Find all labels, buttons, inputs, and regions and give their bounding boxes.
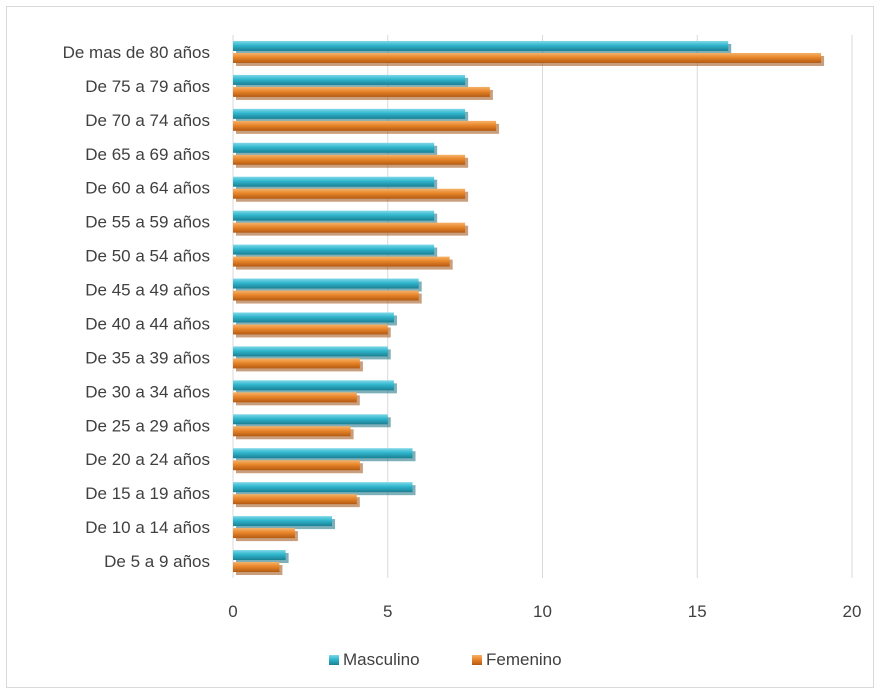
- category-label: De 45 a 49 años: [85, 281, 210, 300]
- bar-masculino: [233, 312, 394, 323]
- bar-masculino: [233, 244, 435, 255]
- bar-masculino: [233, 142, 435, 153]
- bar-masculino: [233, 448, 413, 459]
- category-label: De 70 a 74 años: [85, 111, 210, 130]
- bar-femenino: [233, 426, 351, 437]
- bar-femenino: [233, 358, 360, 369]
- legend-label: Femenino: [486, 650, 562, 669]
- x-axis-tick-labels: 0 5 10 15 20: [228, 602, 861, 621]
- bar-chart: De mas de 80 años De 75 a 79 años De 70 a …: [63, 35, 861, 669]
- bar-masculino: [233, 414, 388, 425]
- bar-femenino: [233, 392, 357, 403]
- bar-femenino: [233, 86, 490, 97]
- bar-femenino: [233, 324, 388, 335]
- bar-masculino: [233, 108, 466, 119]
- bar-femenino: [233, 562, 280, 573]
- bar-masculino: [233, 516, 333, 527]
- bar-femenino: [233, 290, 419, 301]
- legend: Masculino Femenino: [329, 650, 562, 669]
- bar-masculino: [233, 210, 435, 221]
- legend-swatch: [329, 655, 339, 665]
- bar-masculino: [233, 380, 394, 391]
- x-tick-label: 15: [688, 602, 707, 621]
- bar-masculino: [233, 346, 388, 357]
- category-label: De 75 a 79 años: [85, 77, 210, 96]
- bar-masculino: [233, 40, 729, 51]
- bar-femenino: [233, 460, 360, 471]
- x-tick-label: 0: [228, 602, 237, 621]
- x-tick-label: 10: [533, 602, 552, 621]
- category-label: De 10 a 14 años: [85, 518, 210, 537]
- bar-masculino: [233, 176, 435, 187]
- bar-femenino: [233, 494, 357, 505]
- bar-femenino: [233, 256, 450, 267]
- chart-frame: De mas de 80 años De 75 a 79 años De 70 a …: [6, 6, 874, 688]
- bar-masculino: [233, 482, 413, 493]
- category-label: De 20 a 24 años: [85, 450, 210, 469]
- bar-femenino: [233, 222, 466, 233]
- x-tick-label: 20: [843, 602, 862, 621]
- bar-femenino: [233, 52, 822, 63]
- bar-masculino: [233, 550, 286, 561]
- legend-label: Masculino: [343, 650, 420, 669]
- bar-femenino: [233, 528, 295, 539]
- bar-femenino: [233, 154, 466, 165]
- category-label: De 30 a 34 años: [85, 382, 210, 401]
- bar-femenino: [233, 188, 466, 199]
- category-label: De 50 a 54 años: [85, 247, 210, 266]
- category-label: De 60 a 64 años: [85, 179, 210, 198]
- category-label: De 5 a 9 años: [104, 552, 210, 571]
- legend-swatch: [472, 655, 482, 665]
- x-tick-label: 5: [383, 602, 392, 621]
- category-label: De 40 a 44 años: [85, 314, 210, 333]
- category-label: De mas de 80 años: [63, 43, 210, 62]
- category-label: De 55 a 59 años: [85, 213, 210, 232]
- category-label: De 35 a 39 años: [85, 348, 210, 367]
- bar-femenino: [233, 120, 497, 131]
- category-label: De 65 a 69 años: [85, 145, 210, 164]
- category-label: De 15 a 19 años: [85, 484, 210, 503]
- category-label: De 25 a 29 años: [85, 416, 210, 435]
- category-labels: De mas de 80 años De 75 a 79 años De 70 a …: [63, 43, 210, 571]
- bar-masculino: [233, 278, 419, 289]
- bar-masculino: [233, 74, 466, 85]
- bars: [233, 40, 825, 576]
